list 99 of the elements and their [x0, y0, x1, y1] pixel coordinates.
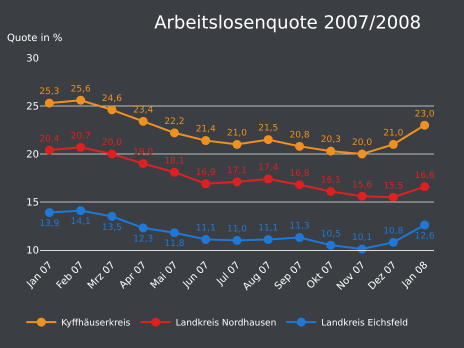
x-tick-label: Mai 07: [148, 260, 180, 292]
data-label: 16,6: [414, 170, 435, 181]
data-label: 10,8: [383, 226, 404, 236]
data-label: 20,0: [352, 138, 372, 148]
x-tick-label: Jun 07: [180, 260, 212, 291]
point: [295, 180, 304, 190]
data-label: 17,4: [258, 163, 279, 174]
data-label: 20,0: [102, 138, 122, 148]
data-label: 24,6: [102, 94, 122, 104]
data-label: 20,3: [320, 135, 341, 146]
x-tick-label: Feb 07: [54, 260, 86, 292]
data-label: 11,0: [226, 224, 248, 235]
data-label: 25,3: [39, 87, 60, 98]
point: [264, 174, 273, 184]
point: [107, 105, 116, 114]
point: [76, 96, 86, 105]
data-label: 16,8: [290, 168, 310, 179]
data-label: 21,4: [196, 124, 216, 135]
y-tick-label: 15: [26, 198, 39, 208]
x-tick-label: Dez 07: [366, 260, 400, 292]
data-label: 21,5: [258, 124, 278, 134]
point: [232, 236, 242, 245]
data-label: 16,9: [196, 168, 216, 178]
point: [358, 192, 367, 201]
data-label: 20,8: [290, 130, 310, 140]
point: [107, 212, 116, 221]
x-tick-label: Jan 08: [400, 260, 430, 291]
point: [388, 192, 398, 202]
data-label: 21,0: [383, 128, 404, 139]
point: [420, 182, 430, 192]
x-tick-label: Jul 07: [214, 260, 243, 288]
legend-label: Kyffhäuserkreis: [61, 318, 131, 329]
point: [170, 128, 179, 138]
data-label: 15,5: [383, 181, 404, 192]
point: [358, 150, 367, 158]
x-tick-label: Sep 07: [272, 260, 306, 292]
data-label: 16,1: [320, 176, 341, 186]
point: [420, 220, 430, 230]
point: [76, 206, 86, 216]
data-label: 12,6: [414, 231, 435, 242]
y-tick-label: 25: [26, 102, 39, 112]
y-tick-label: 20: [26, 150, 39, 160]
x-tick-label: Apr 07: [118, 260, 149, 292]
point: [44, 98, 54, 108]
point: [420, 120, 430, 130]
legend-label: Landkreis Eichsfeld: [321, 318, 408, 329]
point: [388, 238, 398, 247]
x-tick-label: Jan 07: [24, 260, 56, 291]
legend-label: Landkreis Nordhausen: [176, 318, 276, 329]
y-tick-label: 10: [26, 246, 39, 256]
data-label: 12,3: [133, 234, 154, 244]
data-label: 11,3: [290, 222, 310, 232]
data-label: 23,4: [133, 105, 154, 116]
x-tick-label: Nov 07: [334, 260, 368, 293]
point: [326, 186, 336, 196]
point: [295, 142, 304, 151]
data-label: 18,1: [164, 156, 184, 166]
point: [201, 136, 210, 146]
point: [44, 146, 54, 155]
data-label: 10,1: [352, 233, 372, 244]
point: [170, 228, 179, 238]
data-label: 17,1: [226, 166, 248, 176]
data-label: 10,5: [320, 229, 341, 240]
point: [264, 135, 273, 144]
point: [232, 177, 242, 186]
point: [138, 223, 148, 232]
chart-title: Arbeitslosenquote 2007/2008: [154, 12, 422, 34]
data-label: 21,0: [226, 128, 248, 139]
point: [44, 208, 54, 218]
point: [295, 233, 304, 242]
point: [201, 179, 210, 188]
data-label: 22,2: [164, 117, 184, 128]
point: [76, 142, 86, 152]
data-label: 23,0: [414, 109, 435, 120]
point: [170, 168, 179, 177]
data-label: 13,9: [39, 218, 60, 229]
point: [232, 140, 242, 149]
data-label: 11,1: [258, 224, 278, 234]
point: [264, 234, 273, 244]
data-label: 14,1: [70, 217, 91, 228]
data-label: 15,6: [352, 180, 372, 190]
point: [201, 234, 210, 244]
y-axis-title: Quote in %: [7, 33, 62, 44]
data-label: 11,8: [164, 239, 185, 250]
data-label: 11,1: [196, 224, 216, 234]
point: [107, 150, 116, 158]
point: [138, 116, 148, 126]
point: [388, 140, 398, 149]
data-label: 13,5: [102, 222, 122, 233]
x-tick-label: Aug 07: [241, 260, 274, 293]
x-tick-label: Okt 07: [305, 260, 336, 292]
point: [138, 159, 148, 168]
data-label: 25,6: [70, 84, 91, 94]
point: [326, 146, 336, 156]
data-label: 20,4: [39, 134, 60, 144]
x-tick-label: Mrz 07: [86, 260, 118, 292]
y-tick-label: 30: [26, 54, 39, 64]
point: [326, 240, 336, 250]
data-label: 20,7: [70, 131, 91, 142]
